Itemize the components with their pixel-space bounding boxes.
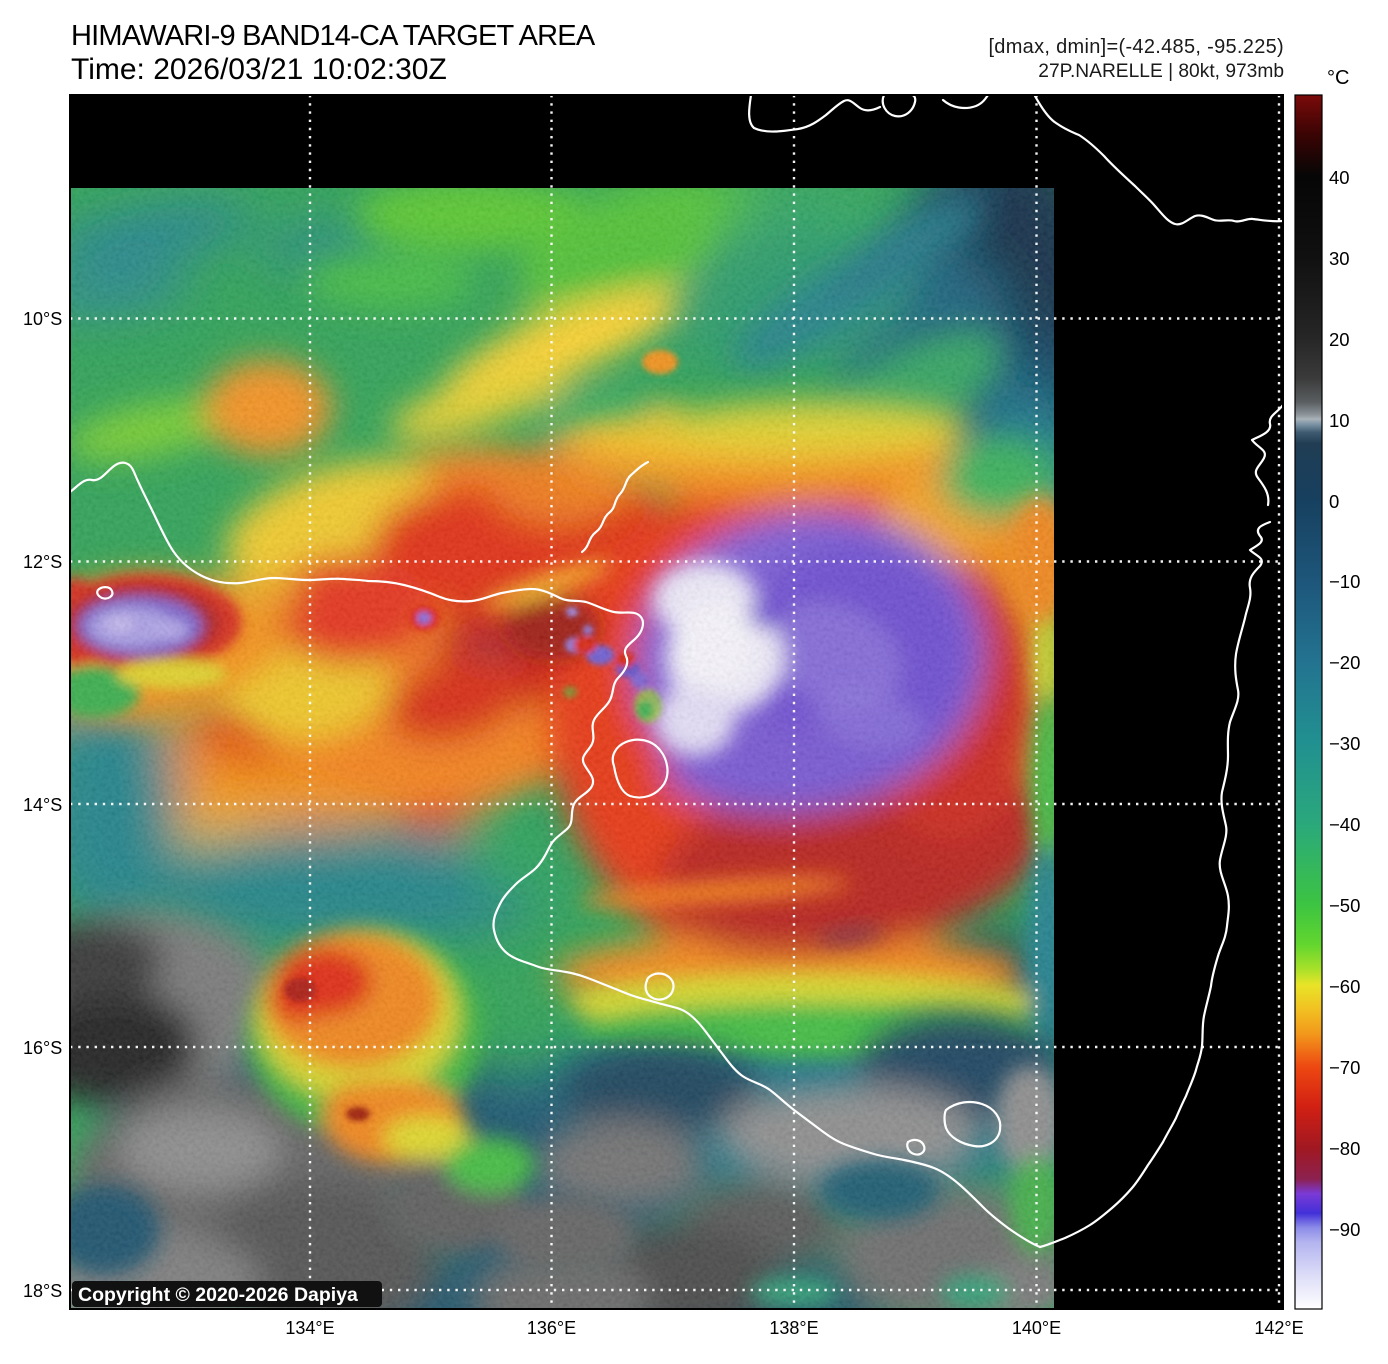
svg-text:27P.NARELLE | 80kt, 973mb: 27P.NARELLE | 80kt, 973mb: [1038, 61, 1284, 82]
svg-text:0: 0: [1329, 491, 1339, 512]
svg-text:138°E: 138°E: [769, 1318, 818, 1338]
svg-text:20: 20: [1329, 329, 1350, 350]
svg-text:−20: −20: [1329, 652, 1360, 673]
svg-text:18°S: 18°S: [23, 1281, 62, 1301]
svg-text:Time: 2026/03/21 10:02:30Z: Time: 2026/03/21 10:02:30Z: [71, 53, 447, 86]
svg-text:−40: −40: [1329, 814, 1360, 835]
svg-text:−30: −30: [1329, 733, 1360, 754]
svg-text:−60: −60: [1329, 976, 1360, 997]
svg-text:−10: −10: [1329, 571, 1360, 592]
svg-text:10°S: 10°S: [23, 309, 62, 329]
svg-text:−90: −90: [1329, 1219, 1360, 1240]
svg-text:10: 10: [1329, 410, 1350, 431]
svg-text:−50: −50: [1329, 895, 1360, 916]
svg-text:HIMAWARI-9 BAND14-CA TARGET AR: HIMAWARI-9 BAND14-CA TARGET AREA: [71, 20, 596, 52]
svg-text:16°S: 16°S: [23, 1038, 62, 1058]
svg-text:Copyright © 2020-2026 Dapiya: Copyright © 2020-2026 Dapiya: [78, 1284, 358, 1306]
svg-text:−70: −70: [1329, 1057, 1360, 1078]
svg-text:134°E: 134°E: [285, 1318, 334, 1338]
svg-text:30: 30: [1329, 248, 1350, 269]
svg-text:−80: −80: [1329, 1138, 1360, 1159]
svg-text:°C: °C: [1327, 67, 1349, 89]
svg-text:12°S: 12°S: [23, 552, 62, 572]
svg-text:142°E: 142°E: [1254, 1318, 1303, 1338]
svg-text:140°E: 140°E: [1012, 1318, 1061, 1338]
svg-text:40: 40: [1329, 167, 1350, 188]
svg-text:[dmax, dmin]=(-42.485, -95.225: [dmax, dmin]=(-42.485, -95.225): [988, 36, 1284, 58]
svg-text:136°E: 136°E: [527, 1318, 576, 1338]
svg-text:14°S: 14°S: [23, 795, 62, 815]
